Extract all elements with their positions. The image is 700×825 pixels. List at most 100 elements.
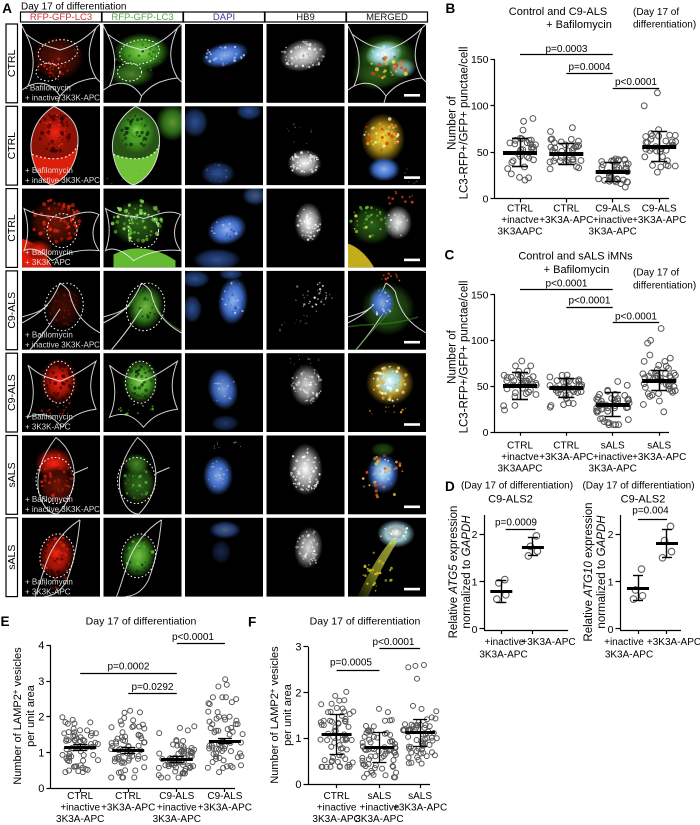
svg-text:3K3A-APC: 3K3A-APC [312,814,360,825]
svg-text:3K3A-APC: 3K3A-APC [589,227,637,238]
svg-text:+ 3K3K-APC: + 3K3K-APC [25,587,71,596]
svg-text:p<0.0001: p<0.0001 [373,637,415,648]
svg-text:+inactive: +inactive [593,452,633,463]
svg-text:+ Bafilomycin: + Bafilomycin [25,330,73,339]
svg-text:LC3-RFP+/GFP+ punctae/cell: LC3-RFP+/GFP+ punctae/cell [459,281,471,434]
svg-text:E: E [1,614,10,629]
svg-text:D: D [445,479,455,494]
svg-text:C9-ALS: C9-ALS [595,204,630,215]
svg-text:differentiation): differentiation) [633,20,696,31]
svg-text:3K3A-APC: 3K3A-APC [56,814,104,825]
svg-text:+ Bafilomycin: + Bafilomycin [25,413,73,422]
svg-text:1: 1 [472,576,478,588]
svg-text:3: 3 [295,641,301,653]
svg-text:50: 50 [477,147,489,159]
svg-text:+inactve: +inactve [501,452,539,463]
svg-text:3K3AAPC: 3K3AAPC [497,464,542,475]
svg-text:p=0.0009: p=0.0009 [495,518,537,529]
svg-text:p<0.0001: p<0.0001 [546,279,588,290]
svg-text:C9-ALS: C9-ALS [6,374,18,411]
svg-text:0: 0 [608,624,614,636]
svg-text:Number of LAMP2+ vesicles: Number of LAMP2+ vesicles [268,646,281,784]
svg-text:+inactive: +inactive [157,803,197,814]
svg-text:+inactve: +inactve [501,215,539,226]
svg-text:CTRL: CTRL [324,791,351,802]
svg-text:sALS: sALS [367,791,391,802]
svg-text:+3K3A-APC: +3K3A-APC [539,215,593,226]
svg-text:sALS: sALS [408,791,432,802]
svg-text:sALS: sALS [647,441,671,452]
svg-text:p=0.0004: p=0.0004 [569,62,611,73]
svg-text:p<0.0001: p<0.0001 [569,296,611,307]
svg-text:p<0.0001: p<0.0001 [172,632,214,643]
svg-text:3K3AAPC: 3K3AAPC [497,227,542,238]
svg-text:1: 1 [38,747,44,759]
svg-text:differentiation): differentiation) [633,281,696,292]
svg-text:+ 3K3K-APC: + 3K3K-APC [25,258,71,267]
svg-text:CTRL: CTRL [553,441,580,452]
svg-text:Day 17 of differentiation: Day 17 of differentiation [310,616,421,628]
svg-text:3K3A-APC: 3K3A-APC [355,814,403,825]
svg-text:normalized to GAPDH: normalized to GAPDH [596,515,608,629]
svg-text:Day 17 of differentiation: Day 17 of differentiation [86,616,197,628]
svg-text:Day 17 of differentiation: Day 17 of differentiation [21,2,126,13]
svg-text:3K3A-APC: 3K3A-APC [153,814,201,825]
svg-text:100: 100 [471,335,489,347]
svg-text:sALS: sALS [6,462,18,487]
svg-text:A: A [2,1,12,16]
svg-text:p=0.0292: p=0.0292 [132,682,174,693]
svg-text:(Day 17 of differentiation): (Day 17 of differentiation) [461,481,573,492]
svg-text:4: 4 [38,640,44,652]
svg-text:C9-ALS: C9-ALS [642,204,677,215]
svg-text:CTRL: CTRL [6,132,18,160]
svg-text:2: 2 [38,712,44,724]
svg-text:(Day 17 of: (Day 17 of [633,7,679,18]
svg-text:+ Bafilomycin: + Bafilomycin [25,166,73,175]
svg-text:+inactive: +inactive [593,215,633,226]
svg-text:p<0.0001: p<0.0001 [615,77,657,88]
svg-text:Number of: Number of [447,329,459,383]
svg-text:p=0.0003: p=0.0003 [546,44,588,55]
svg-text:+ inactive 3K3K-APC: + inactive 3K3K-APC [25,340,100,349]
svg-text:per unit area: per unit area [25,684,37,747]
svg-text:CTRL: CTRL [507,441,534,452]
svg-text:C: C [445,248,455,263]
svg-text:+3K3A-APC: +3K3A-APC [198,803,252,814]
svg-text:(Day 17 of differentiation): (Day 17 of differentiation) [582,481,694,492]
svg-text:sALS: sALS [6,545,18,570]
svg-text:CTRL: CTRL [553,204,580,215]
svg-text:p<0.0001: p<0.0001 [615,312,657,323]
svg-text:2: 2 [472,529,478,541]
svg-text:p=0.0005: p=0.0005 [330,658,372,669]
svg-text:Relative ATG5 expression: Relative ATG5 expression [448,506,460,639]
svg-text:Number of: Number of [447,95,459,149]
svg-text:+ inactive 3K3K-APC: + inactive 3K3K-APC [25,94,100,103]
svg-text:Control and sALS iMNs: Control and sALS iMNs [518,251,633,263]
svg-text:+3K3A-APC: +3K3A-APC [393,803,447,814]
svg-text:C9-ALS: C9-ALS [159,791,194,802]
svg-text:+ Bafilomycin: + Bafilomycin [546,19,612,31]
svg-text:+inactive: +inactive [317,803,357,814]
svg-text:0: 0 [483,427,489,439]
svg-text:3K3A-APC: 3K3A-APC [479,650,527,661]
svg-text:MERGED: MERGED [366,12,408,23]
svg-text:+inactive: +inactive [604,637,644,648]
svg-text:+3K3A-APC: +3K3A-APC [539,452,593,463]
svg-text:+ Bafilomycin: + Bafilomycin [544,264,610,276]
svg-text:3K3A-APC: 3K3A-APC [589,464,637,475]
svg-text:+3K3A-APC: +3K3A-APC [647,637,700,648]
svg-text:+inactive: +inactive [60,803,100,814]
svg-text:CTRL: CTRL [507,204,534,215]
svg-text:normalized to GAPDH: normalized to GAPDH [461,515,473,629]
svg-text:- Bafilomycin: - Bafilomycin [25,84,71,93]
svg-text:(Day 17 of: (Day 17 of [633,268,679,279]
svg-text:RFP-GFP-LC3: RFP-GFP-LC3 [30,12,92,23]
svg-text:Number of LAMP2+ vesicles: Number of LAMP2+ vesicles [11,647,24,785]
svg-text:p=0.004: p=0.004 [632,506,669,517]
svg-text:0: 0 [472,624,478,636]
svg-text:C9-ALS: C9-ALS [6,292,18,329]
svg-text:CTRL: CTRL [6,50,18,78]
svg-text:150: 150 [471,54,489,66]
svg-text:+inactive: +inactive [485,637,525,648]
svg-text:+inactive: +inactive [360,803,400,814]
